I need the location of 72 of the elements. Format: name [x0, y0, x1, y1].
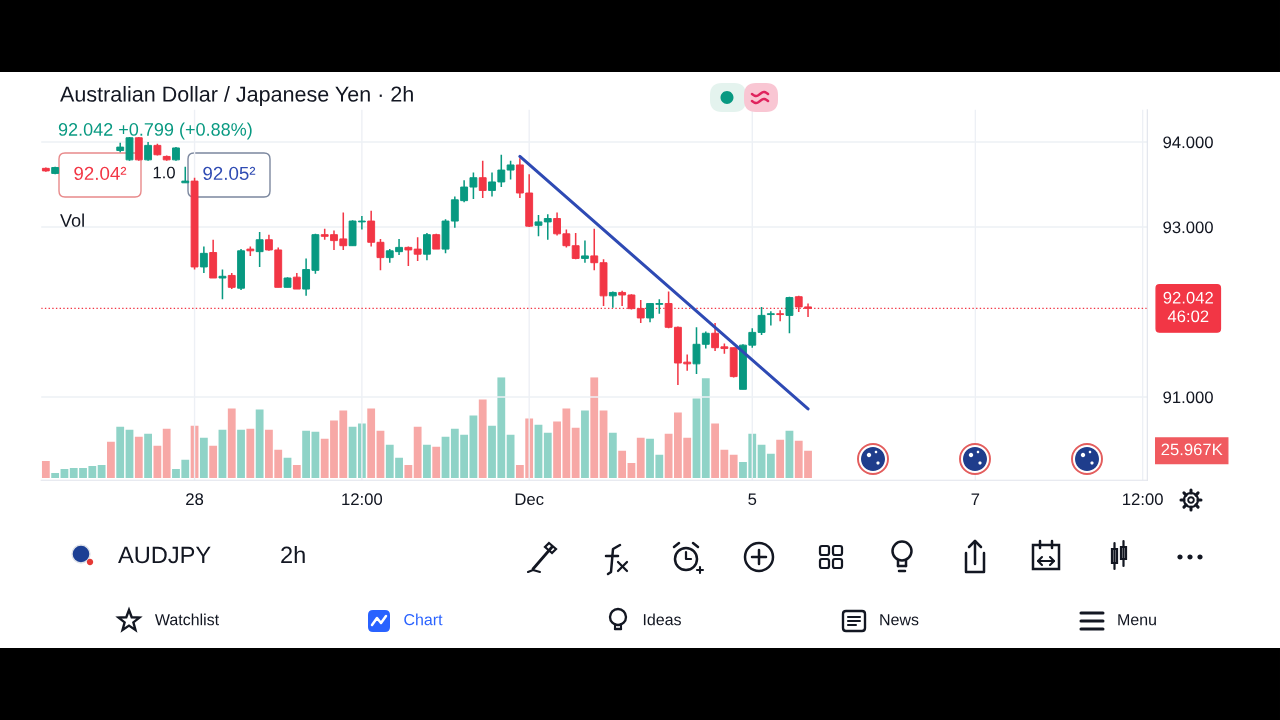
bar: [404, 464, 413, 478]
ref-line-label: 92.042 46:02: [1163, 291, 1213, 323]
bar: [729, 454, 738, 478]
candlestick: [506, 159, 515, 181]
bar: [246, 428, 255, 478]
candlestick: [423, 232, 431, 261]
bar: [209, 445, 218, 478]
bar: [701, 378, 710, 478]
x-tick-label: 12:00: [342, 493, 383, 506]
text: 25.967K: [1161, 443, 1223, 456]
x-tick-label: 28: [186, 493, 204, 506]
bar: [581, 410, 589, 478]
y-tick-label: 94.000: [1163, 136, 1213, 149]
candlestick: [144, 141, 153, 162]
chart-title: Australian Dollar / Japanese Yen · 2h: [60, 85, 413, 107]
candlestick: [776, 309, 785, 323]
x-tick-label: Dec: [515, 493, 544, 506]
bar: [367, 408, 376, 478]
bar: [162, 428, 171, 478]
candlestick: [218, 268, 227, 301]
text: 92.042 +0.799 (+0.88%): [58, 122, 252, 140]
bar: [590, 377, 599, 478]
text: Ideas: [643, 613, 681, 626]
bar: [776, 439, 785, 478]
bar: [692, 398, 701, 478]
bar: [423, 444, 431, 478]
bar: [199, 437, 208, 478]
annotation: 92.04²: [74, 166, 127, 181]
bar: [41, 460, 50, 478]
candlestick: [581, 239, 589, 264]
x-tick-label: 5: [748, 493, 757, 506]
bar: [97, 464, 106, 478]
text: Watchlist: [154, 613, 219, 626]
bar: [766, 453, 775, 478]
candlestick: [478, 159, 487, 199]
text: News: [880, 614, 919, 626]
bar: [413, 426, 422, 478]
chart-title: Vol: [60, 213, 84, 227]
bar: [237, 429, 245, 478]
text: Menu: [1118, 614, 1156, 626]
candlestick: [608, 290, 617, 309]
bar: [134, 436, 143, 478]
bar: [618, 450, 627, 478]
bar: [51, 472, 60, 478]
bar: [144, 433, 152, 478]
text: 2h: [281, 545, 305, 564]
text: AUDJPY: [118, 546, 211, 564]
bar: [636, 437, 645, 478]
y-tick-label: 91.000: [1163, 391, 1213, 404]
candlestick: [255, 231, 264, 268]
bar: [107, 441, 115, 478]
bar: [153, 445, 162, 478]
bar: [478, 399, 487, 478]
y-tick-label: 93.000: [1163, 221, 1213, 234]
candlestick: [199, 245, 208, 274]
candlestick: [766, 310, 775, 327]
bar: [432, 446, 441, 478]
bar: [608, 432, 617, 478]
annotation: 1.0: [153, 166, 175, 179]
candlestick: [785, 295, 794, 335]
bar: [571, 427, 580, 478]
bar: [227, 408, 236, 478]
bar: [116, 426, 125, 478]
x-tick-label: 12:00: [1123, 493, 1163, 506]
bar: [255, 409, 264, 478]
candlestick: [571, 232, 580, 261]
text: Chart: [404, 613, 443, 626]
candlestick: [413, 236, 422, 262]
bar: [292, 464, 301, 478]
bar: [543, 432, 552, 478]
x-tick-label: 7: [971, 493, 980, 505]
annotation: 92.05²: [203, 166, 256, 181]
